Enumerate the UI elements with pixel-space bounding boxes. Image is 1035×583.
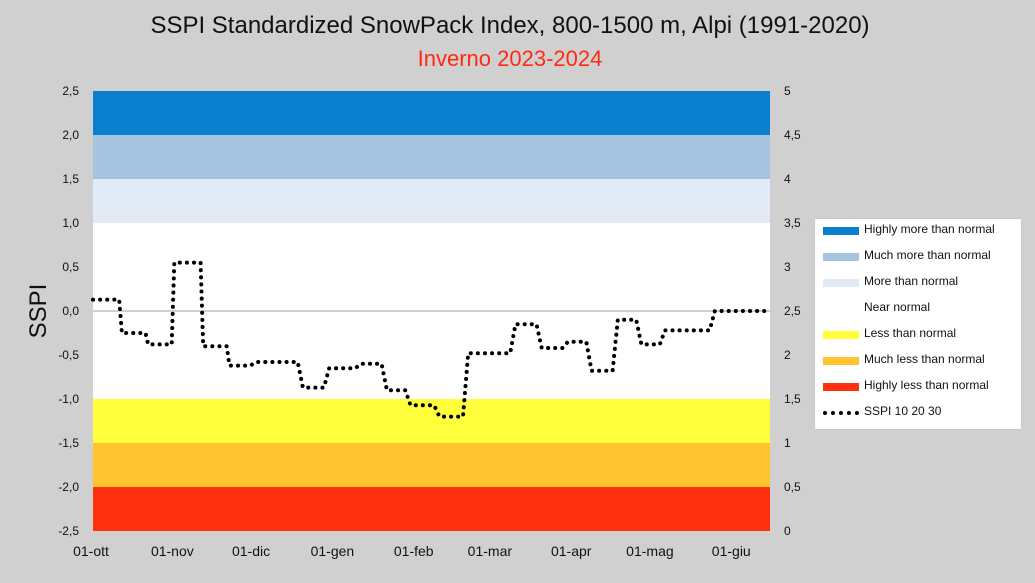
y2-tick-label: 3,5 — [784, 216, 801, 230]
legend-label: Less than normal — [864, 326, 957, 340]
legend-item-less: Less than normal — [815, 323, 1021, 349]
x-tick-label: 01-mag — [626, 543, 673, 559]
y-tick-label: 2,5 — [62, 84, 79, 98]
legend-swatch — [823, 331, 859, 339]
y2-tick-label: 0,5 — [784, 480, 801, 494]
y-tick-label: 0,5 — [62, 260, 79, 274]
x-tick-label: 01-giu — [712, 543, 751, 559]
y-tick-label: -2,0 — [58, 480, 79, 494]
legend-swatch — [823, 305, 859, 313]
y-tick-label: -1,0 — [58, 392, 79, 406]
legend-label: Highly more than normal — [864, 222, 995, 236]
legend-item-highly-more: Highly more than normal — [815, 219, 1021, 245]
y-tick-label: 0,0 — [62, 304, 79, 318]
y2-tick-label: 1 — [784, 436, 791, 450]
legend-label: More than normal — [864, 274, 959, 288]
legend-item-more: More than normal — [815, 271, 1021, 297]
legend-label: Much more than normal — [864, 248, 991, 262]
legend-item-much-more: Much more than normal — [815, 245, 1021, 271]
legend-label: SSPI 10 20 30 — [864, 404, 942, 418]
legend: Highly more than normal Much more than n… — [814, 218, 1022, 430]
band-much-more-than-normal — [93, 135, 770, 179]
legend-swatch — [823, 357, 859, 365]
legend-item-near: Near normal — [815, 297, 1021, 323]
x-tick-label: 01-nov — [151, 543, 194, 559]
legend-item-much-less: Much less than normal — [815, 349, 1021, 375]
chart-subtitle: Inverno 2023-2024 — [417, 46, 603, 71]
x-tick-label: 01-apr — [551, 543, 592, 559]
legend-swatch — [823, 383, 859, 391]
band-highly-less-than-normal — [93, 487, 770, 531]
chart-title: SSPI Standardized SnowPack Index, 800-15… — [150, 12, 870, 39]
band-more-than-normal — [93, 179, 770, 223]
series-layer — [91, 260, 770, 419]
y-axis-label: SSPI — [25, 284, 52, 339]
y2-tick-label: 5 — [784, 84, 791, 98]
legend-swatch — [823, 227, 859, 235]
x-tick-label: 01-dic — [232, 543, 270, 559]
legend-item-highly-less: Highly less than normal — [815, 375, 1021, 401]
axes-layer: 2,5 2,0 1,5 1,0 0,5 0,0 -0,5 -1,0 -1,5 -2,0 -2,5 5 4… — [58, 84, 801, 559]
legend-label: Much less than normal — [864, 352, 985, 366]
y2-tick-label: 4 — [784, 172, 791, 186]
band-much-less-than-normal — [93, 443, 770, 487]
y2-tick-label: 4,5 — [784, 128, 801, 142]
x-tick-label: 01-feb — [394, 543, 434, 559]
x-tick-label: 01-gen — [311, 543, 355, 559]
y-tick-label: 1,5 — [62, 172, 79, 186]
y2-tick-label: 2 — [784, 348, 791, 362]
legend-swatch — [823, 279, 859, 287]
y2-tick-label: 1,5 — [784, 392, 801, 406]
y2-tick-label: 2,5 — [784, 304, 801, 318]
y2-tick-label: 0 — [784, 524, 791, 538]
legend-dotted-line — [823, 411, 859, 415]
legend-swatch — [823, 253, 859, 261]
y-tick-label: 2,0 — [62, 128, 79, 142]
legend-item-series: SSPI 10 20 30 — [815, 401, 1021, 427]
x-tick-label: 01-mar — [468, 543, 513, 559]
y2-tick-label: 3 — [784, 260, 791, 274]
legend-label: Highly less than normal — [864, 378, 989, 392]
legend-label: Near normal — [864, 300, 931, 314]
y-tick-label: -2,5 — [58, 524, 79, 538]
x-tick-label: 01-ott — [73, 543, 109, 559]
series-line-sspi — [91, 260, 770, 419]
band-highly-more-than-normal — [93, 91, 770, 135]
y-tick-label: -0,5 — [58, 348, 79, 362]
y-tick-label: 1,0 — [62, 216, 79, 230]
y-tick-label: -1,5 — [58, 436, 79, 450]
